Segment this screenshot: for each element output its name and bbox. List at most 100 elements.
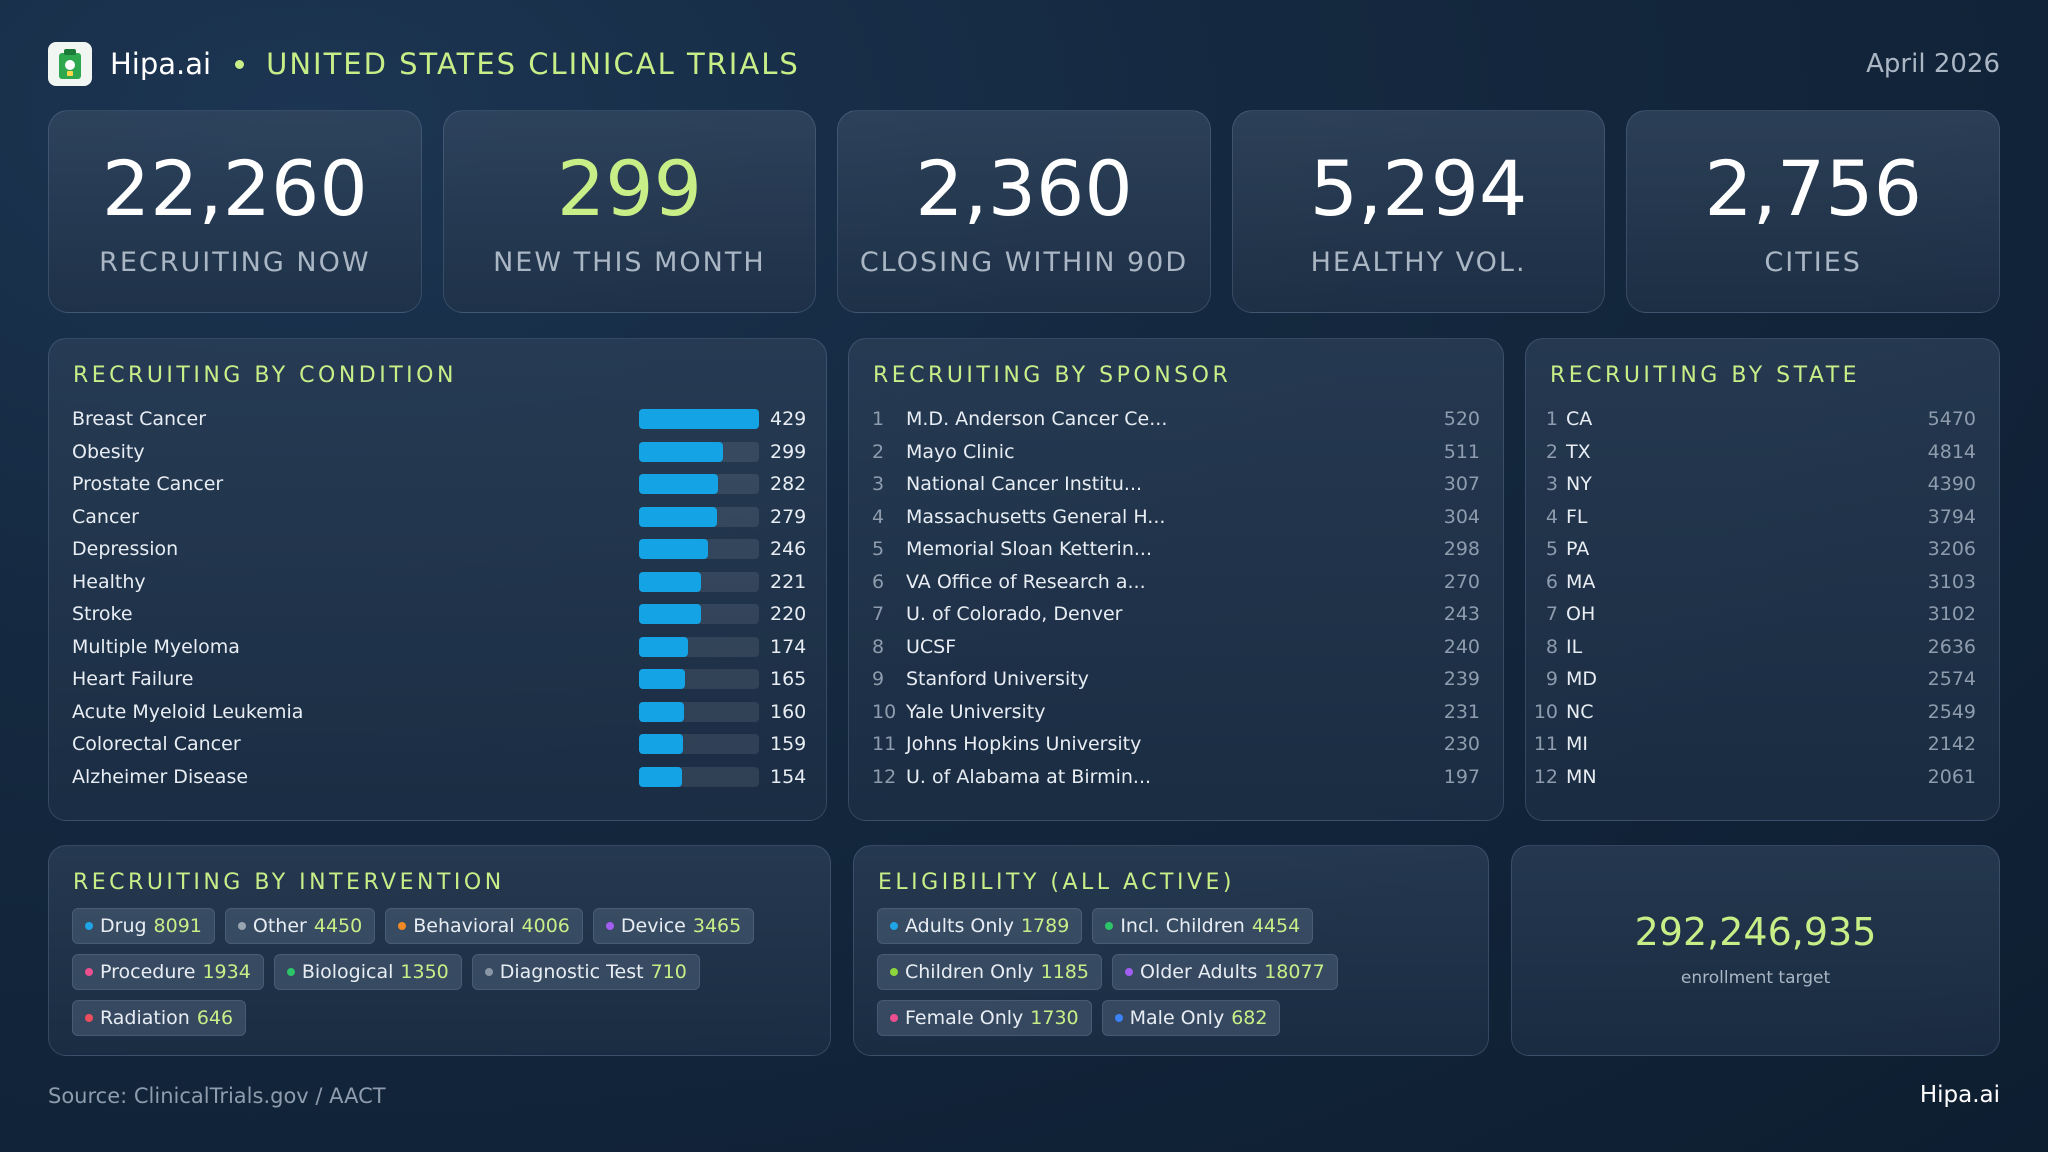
condition-name: Depression [72, 538, 179, 560]
condition-bar [639, 701, 684, 722]
kpi-card-new-this-month: 299 NEW THIS MONTH [442, 110, 817, 313]
tag-count: 1789 [1020, 915, 1070, 937]
state-panel: RECRUITING BY STATE [1525, 338, 2000, 821]
tag-label: Male Only [1129, 1007, 1225, 1029]
tag-label: Biological [301, 961, 394, 983]
state-rank: 12 [1533, 765, 1558, 788]
condition-row: Stroke 220 [72, 598, 807, 630]
sponsor-row: 6 VA Office of Research a... 270 [872, 566, 1480, 598]
state-count: 2636 [1927, 635, 1976, 658]
condition-count: 299 [770, 440, 807, 463]
tag-label: Female Only [905, 1007, 1024, 1029]
condition-count: 246 [770, 538, 807, 560]
sponsor-rank: 11 [872, 733, 897, 755]
tag-count: 4450 [313, 915, 363, 937]
sponsor-count: 307 [1443, 473, 1480, 495]
tag-count: 1934 [202, 961, 251, 983]
state-name: TX [1566, 440, 1591, 463]
state-row: 6 MA 3103 [1526, 566, 1976, 598]
condition-count: 220 [770, 603, 807, 625]
eligibility-tags: Adults Only 1789 Incl. Children 4454 Childre… [877, 908, 1437, 1036]
state-row: 9 MD 2574 [1526, 663, 1976, 695]
condition-bar-track [639, 474, 759, 494]
state-name: MD [1566, 668, 1598, 690]
enrollment-panel [1511, 845, 2000, 1056]
condition-count: 429 [770, 408, 807, 430]
sponsor-rank: 2 [872, 440, 885, 463]
legend-dot-icon [890, 922, 898, 930]
intervention-tag: Radiation 646 [72, 1000, 247, 1036]
sponsor-row: 12 U. of Alabama at Birmin... 197 [872, 761, 1480, 793]
sponsor-rank: 1 [872, 408, 885, 430]
condition-bar [639, 539, 708, 559]
condition-row: Multiple Myeloma 174 [72, 631, 807, 663]
legend-dot-icon [1114, 1014, 1123, 1022]
condition-bar-track [639, 441, 759, 462]
condition-row: Depression 246 [72, 533, 807, 565]
state-name: MA [1566, 570, 1596, 593]
sponsor-name: U. of Colorado, Denver [906, 603, 1123, 625]
eligibility-tag: Male Only 682 [1101, 1000, 1281, 1036]
intervention-tag: Device 3465 [592, 908, 755, 944]
condition-count: 165 [770, 668, 807, 690]
tag-count: 8091 [153, 915, 202, 937]
sponsor-row: 1 M.D. Anderson Cancer Ce... 520 [872, 403, 1480, 435]
state-row: 8 IL 2636 [1526, 631, 1976, 663]
state-name: PA [1566, 538, 1590, 560]
condition-row: Breast Cancer 429 [72, 403, 807, 435]
tag-label: Behavioral [413, 915, 515, 937]
condition-row: Obesity 299 [72, 436, 807, 468]
brand-name: Hipa.ai [110, 47, 212, 81]
condition-name: Alzheimer Disease [72, 765, 249, 788]
footer-brand: Hipa.ai [1919, 1082, 2000, 1108]
condition-bar-track [639, 701, 759, 722]
condition-bar-track [639, 766, 759, 787]
state-rank: 5 [1545, 538, 1558, 560]
state-rank: 8 [1545, 635, 1558, 658]
tag-count: 1185 [1040, 961, 1089, 983]
state-row: 3 NY 4390 [1526, 468, 1976, 500]
sponsor-name: National Cancer Institu... [906, 473, 1143, 495]
sponsor-row: 5 Memorial Sloan Ketterin... 298 [872, 533, 1480, 565]
sponsor-row: 3 National Cancer Institu... 307 [872, 468, 1480, 500]
sponsor-count: 231 [1443, 700, 1480, 723]
kpi-label: CITIES [1764, 247, 1862, 278]
state-name: MI [1566, 733, 1588, 755]
condition-bar [639, 604, 701, 624]
sponsor-rank: 6 [872, 570, 885, 593]
kpi-value: 5,294 [1309, 144, 1528, 233]
sponsor-name: U. of Alabama at Birmin... [906, 765, 1152, 788]
condition-name: Breast Cancer [72, 408, 207, 430]
kpi-card-cities: 2,756 CITIES [1626, 110, 2000, 313]
sponsor-rank: 3 [872, 473, 885, 495]
state-count: 3103 [1927, 570, 1976, 593]
condition-bar-track [639, 636, 759, 657]
state-row: 1 CA 5470 [1526, 403, 1976, 435]
state-rank: 10 [1533, 700, 1558, 723]
condition-bar-track [639, 539, 759, 559]
sponsor-count: 239 [1443, 668, 1480, 690]
state-rank: 3 [1545, 473, 1558, 495]
state-name: OH [1566, 603, 1596, 625]
sponsor-row: 4 Massachusetts General H... 304 [872, 501, 1480, 533]
intervention-tag: Behavioral 4006 [385, 908, 583, 944]
logo [48, 42, 92, 86]
tag-count: 4454 [1251, 915, 1301, 937]
enrollment-target-value: 292,246,935 [1634, 910, 1877, 954]
kpi-card-closing-within-90d: 2,360 CLOSING WITHIN 90D [837, 110, 1211, 313]
condition-bar-track [639, 604, 759, 624]
state-rank: 7 [1545, 603, 1558, 625]
sponsor-count: 240 [1443, 635, 1480, 658]
sponsor-rank: 7 [872, 603, 885, 625]
state-name: NY [1566, 473, 1592, 495]
eligibility-tag: Female Only 1730 [877, 1000, 1092, 1036]
tag-label: Procedure [100, 961, 196, 983]
condition-bar [639, 474, 718, 494]
legend-dot-icon [286, 968, 295, 976]
condition-name: Multiple Myeloma [72, 635, 240, 658]
legend-dot-icon [85, 922, 93, 930]
state-name: FL [1566, 505, 1588, 528]
condition-count: 174 [770, 635, 807, 658]
condition-name: Prostate Cancer [72, 473, 224, 495]
sponsor-count: 520 [1443, 408, 1480, 430]
